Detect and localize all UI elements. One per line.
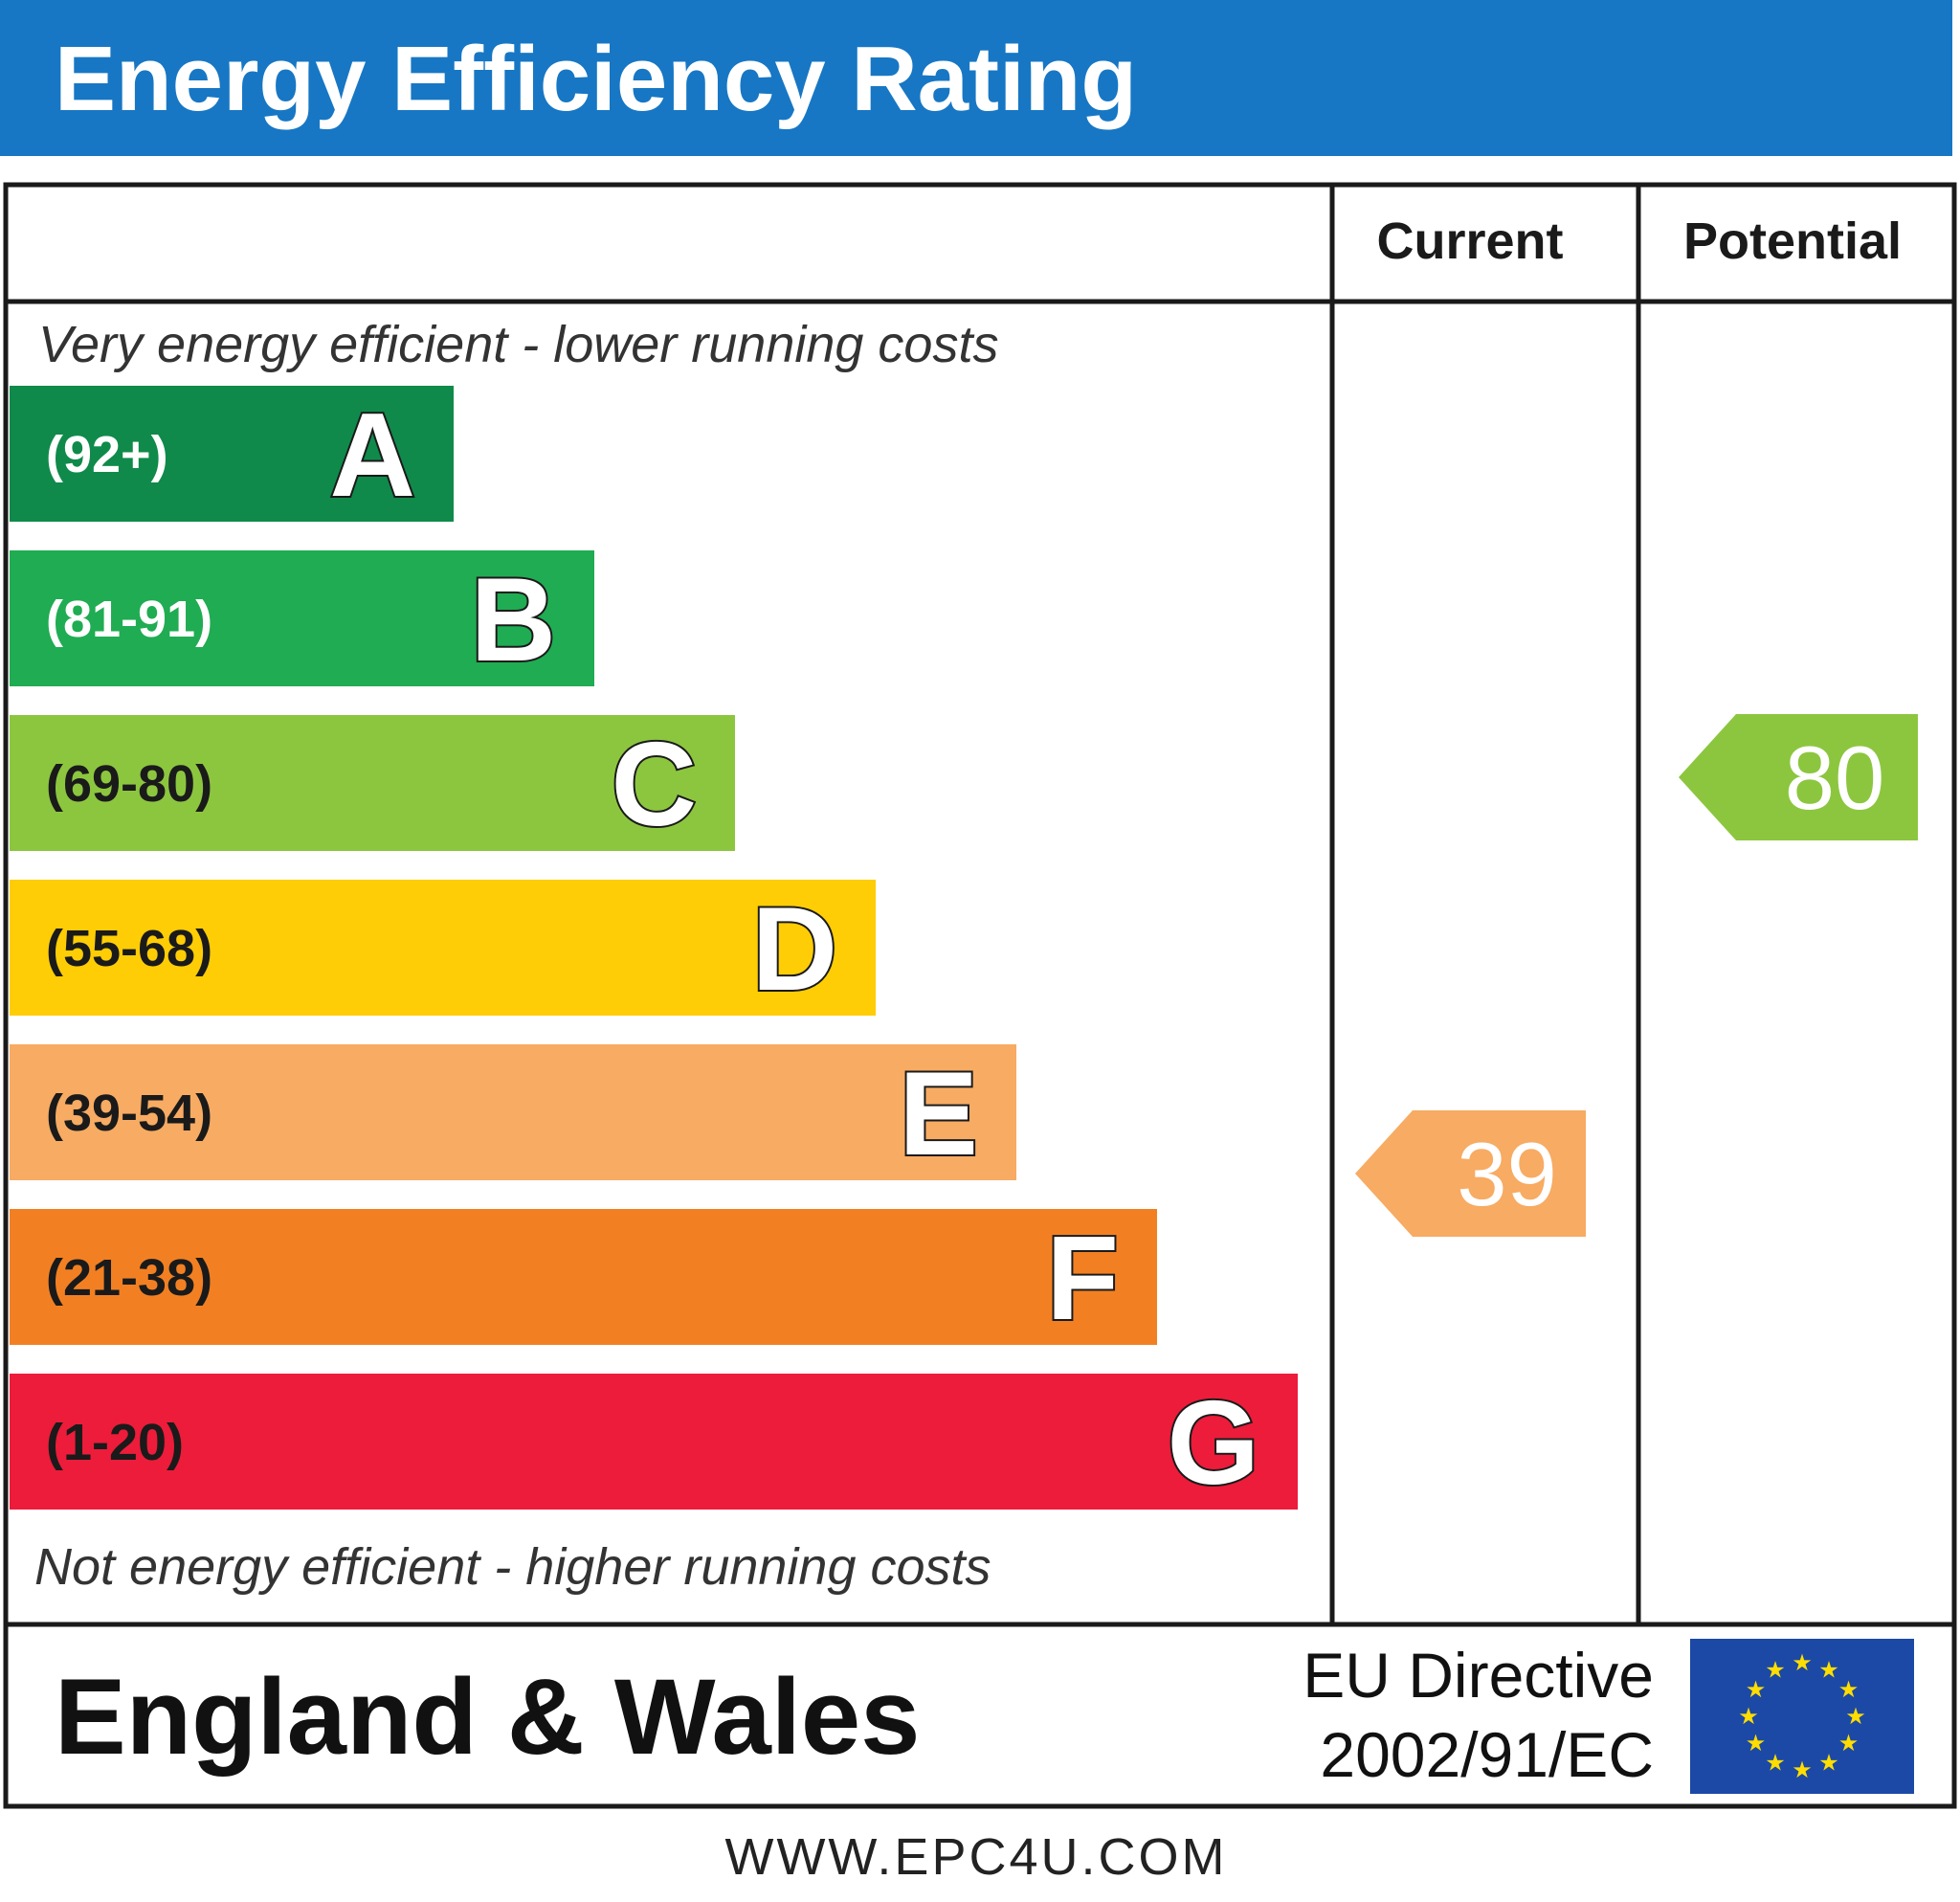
band-f-bar	[10, 1209, 1157, 1345]
header-bar	[0, 0, 1952, 156]
band-a: (92+) A	[10, 386, 454, 524]
region-label: England & Wales	[55, 1657, 920, 1777]
band-d-letter: D	[751, 884, 837, 1016]
band-g-bar	[10, 1374, 1298, 1510]
eu-star-icon: ★	[1838, 1676, 1860, 1703]
eu-flag-icon: ★ ★★★★★★★★★★★	[1690, 1639, 1914, 1794]
eu-directive-label: EU Directive	[1303, 1640, 1654, 1711]
eu-star-icon: ★	[1845, 1703, 1866, 1730]
eu-star-icon: ★	[1765, 1657, 1786, 1684]
band-a-bar	[10, 386, 454, 522]
chart-frame	[3, 182, 1957, 1809]
eu-star-icon: ★	[1792, 1757, 1813, 1783]
website-url: WWW.EPC4U.COM	[725, 1828, 1228, 1886]
bottom-note: Not energy efficient - higher running co…	[34, 1538, 991, 1596]
eu-flag-stars: ★ ★★★★★★★★★★★	[1738, 1649, 1866, 1783]
eu-flag-background	[1690, 1639, 1914, 1794]
band-b-range: (81-91)	[46, 591, 212, 648]
eu-star-icon: ★	[1746, 1730, 1767, 1757]
top-note: Very energy efficient - lower running co…	[38, 316, 998, 373]
eu-directive-number: 2002/91/EC	[1320, 1719, 1654, 1790]
eu-star-icon: ★	[1765, 1749, 1786, 1776]
band-d: (55-68) D	[10, 880, 876, 1018]
current-column-header: Current	[1376, 213, 1563, 270]
potential-rating: 80	[1679, 714, 1918, 840]
band-a-letter: A	[329, 390, 415, 522]
band-e-letter: E	[899, 1048, 978, 1180]
band-g-range: (1-20)	[46, 1414, 184, 1471]
band-a-range: (92+)	[46, 426, 168, 483]
frame-outer	[3, 182, 1957, 1809]
band-e-range: (39-54)	[46, 1085, 212, 1142]
current-rating: 39	[1355, 1110, 1586, 1237]
potential-rating-arrow	[1679, 714, 1918, 840]
band-f: (21-38) F	[10, 1209, 1157, 1347]
rating-bands: (92+) A (81-91) B (69-80) C (55-68) D (39-54) E (2…	[10, 386, 1298, 1511]
eu-star-icon: ★	[1738, 1703, 1759, 1730]
eu-star-icon: ★	[1792, 1649, 1813, 1676]
band-d-bar	[10, 880, 876, 1016]
eu-star-icon: ★	[1838, 1730, 1860, 1757]
chart-title: Energy Efficiency Rating	[55, 28, 1137, 130]
band-b: (81-91) B	[10, 550, 594, 688]
rating-arrows: 39 80	[1355, 714, 1918, 1237]
band-f-range: (21-38)	[46, 1249, 212, 1307]
band-g: (1-20) G	[10, 1374, 1298, 1511]
eu-star-icon: ★	[1818, 1657, 1839, 1684]
band-b-letter: B	[470, 554, 556, 686]
band-d-range: (55-68)	[46, 920, 212, 977]
band-c: (69-80) C	[10, 715, 735, 853]
eu-star-icon: ★	[1818, 1749, 1839, 1776]
band-g-letter: G	[1168, 1377, 1259, 1510]
eu-star-icon: ★	[1746, 1676, 1767, 1703]
band-c-bar	[10, 715, 735, 851]
band-c-letter: C	[611, 719, 697, 851]
band-f-letter: F	[1046, 1213, 1119, 1345]
band-b-bar	[10, 550, 594, 686]
potential-rating-value: 80	[1785, 727, 1885, 828]
current-rating-arrow	[1355, 1110, 1586, 1237]
band-e-bar	[10, 1044, 1016, 1180]
potential-column-header: Potential	[1683, 213, 1902, 270]
current-rating-value: 39	[1457, 1124, 1557, 1224]
band-c-range: (69-80)	[46, 755, 212, 813]
band-e: (39-54) E	[10, 1044, 1016, 1182]
